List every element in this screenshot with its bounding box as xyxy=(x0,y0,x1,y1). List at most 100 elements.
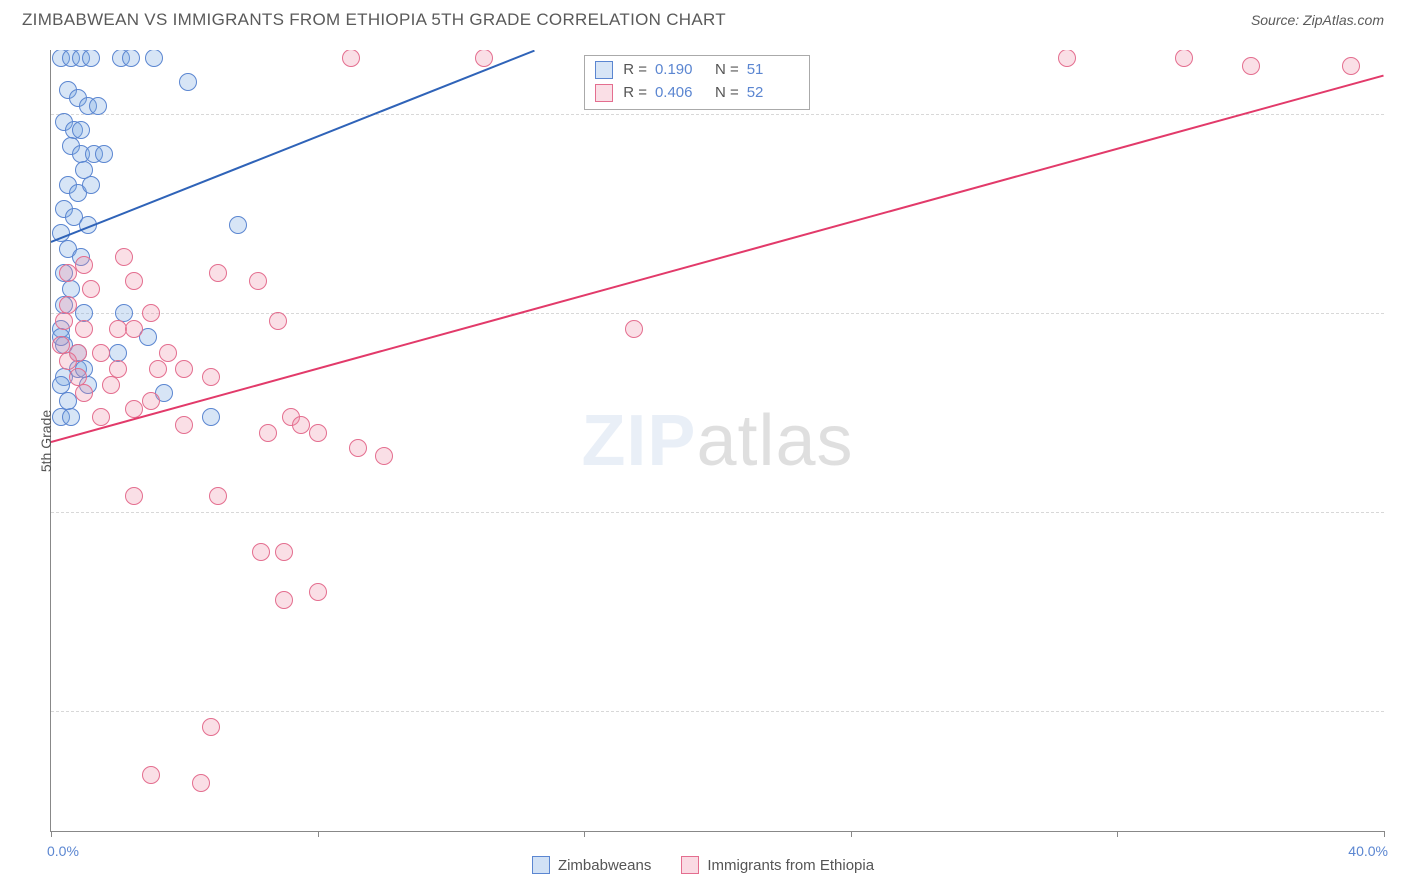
y-tick-label: 92.5% xyxy=(1394,703,1406,719)
data-point xyxy=(142,766,160,784)
data-point xyxy=(159,344,177,362)
data-point xyxy=(1058,50,1076,67)
data-point xyxy=(292,416,310,434)
data-point xyxy=(269,312,287,330)
y-tick-label: 95.0% xyxy=(1394,504,1406,520)
data-point xyxy=(229,216,247,234)
scatter-chart: 5th Grade ZIPatlas 92.5%95.0%97.5%100.0%… xyxy=(50,50,1384,832)
data-point xyxy=(1242,57,1260,75)
data-point xyxy=(62,408,80,426)
data-point xyxy=(142,304,160,322)
data-point xyxy=(275,543,293,561)
data-point xyxy=(1342,57,1360,75)
watermark: ZIPatlas xyxy=(581,400,853,482)
x-tick xyxy=(851,831,852,837)
data-point xyxy=(72,121,90,139)
data-point xyxy=(59,352,77,370)
data-point xyxy=(115,248,133,266)
stats-row: R =0.190N =51 xyxy=(595,59,797,82)
n-label: N = xyxy=(715,82,739,105)
data-point xyxy=(202,718,220,736)
data-point xyxy=(202,408,220,426)
data-point xyxy=(625,320,643,338)
r-label: R = xyxy=(623,82,647,105)
data-point xyxy=(95,145,113,163)
data-point xyxy=(125,487,143,505)
data-point xyxy=(342,50,360,67)
data-point xyxy=(209,264,227,282)
gridline xyxy=(51,114,1384,115)
data-point xyxy=(252,543,270,561)
trend-line xyxy=(51,50,535,243)
data-point xyxy=(125,400,143,418)
trend-line xyxy=(51,74,1384,443)
gridline xyxy=(51,711,1384,712)
series-swatch xyxy=(595,61,613,79)
data-point xyxy=(59,392,77,410)
data-point xyxy=(249,272,267,290)
data-point xyxy=(145,50,163,67)
data-point xyxy=(309,583,327,601)
data-point xyxy=(475,50,493,67)
data-point xyxy=(75,320,93,338)
data-point xyxy=(59,296,77,314)
data-point xyxy=(209,487,227,505)
data-point xyxy=(125,272,143,290)
data-point xyxy=(1175,50,1193,67)
series-legend: Zimbabweans Immigrants from Ethiopia xyxy=(0,856,1406,874)
data-point xyxy=(59,264,77,282)
legend-item: Zimbabweans xyxy=(532,856,651,874)
n-label: N = xyxy=(715,59,739,82)
legend-label: Zimbabweans xyxy=(558,857,651,874)
stats-row: R = 0.406 N = 52 xyxy=(595,82,797,105)
legend-swatch xyxy=(681,856,699,874)
n-value: 51 xyxy=(747,59,797,82)
data-point xyxy=(92,344,110,362)
x-tick xyxy=(1384,831,1385,837)
data-point xyxy=(82,50,100,67)
data-point xyxy=(75,384,93,402)
data-point xyxy=(125,320,143,338)
data-point xyxy=(102,376,120,394)
data-point xyxy=(92,408,110,426)
x-tick xyxy=(584,831,585,837)
data-point xyxy=(75,256,93,274)
r-value: 0.406 xyxy=(655,82,705,105)
x-tick xyxy=(318,831,319,837)
legend-label: Immigrants from Ethiopia xyxy=(707,857,874,874)
data-point xyxy=(192,774,210,792)
x-tick xyxy=(51,831,52,837)
y-tick-label: 100.0% xyxy=(1394,106,1406,122)
gridline xyxy=(51,512,1384,513)
data-point xyxy=(175,416,193,434)
y-tick-label: 97.5% xyxy=(1394,305,1406,321)
data-point xyxy=(69,368,87,386)
data-point xyxy=(142,392,160,410)
data-point xyxy=(82,176,100,194)
plot-area: ZIPatlas xyxy=(51,50,1384,831)
legend-item: Immigrants from Ethiopia xyxy=(681,856,874,874)
data-point xyxy=(122,50,140,67)
data-point xyxy=(202,368,220,386)
chart-title: ZIMBABWEAN VS IMMIGRANTS FROM ETHIOPIA 5… xyxy=(22,10,726,30)
x-tick xyxy=(1117,831,1118,837)
chart-source: Source: ZipAtlas.com xyxy=(1251,12,1384,28)
correlation-stats-box: R = 0.190 N = 51R = 0.406 N = 52 xyxy=(584,55,810,110)
data-point xyxy=(275,591,293,609)
r-value: 0.190 xyxy=(655,59,705,82)
data-point xyxy=(149,360,167,378)
data-point xyxy=(375,447,393,465)
data-point xyxy=(309,424,327,442)
data-point xyxy=(109,320,127,338)
data-point xyxy=(175,360,193,378)
data-point xyxy=(179,73,197,91)
data-point xyxy=(259,424,277,442)
legend-swatch xyxy=(532,856,550,874)
series-swatch xyxy=(595,84,613,102)
gridline xyxy=(51,313,1384,314)
data-point xyxy=(82,280,100,298)
data-point xyxy=(89,97,107,115)
n-value: 52 xyxy=(747,82,797,105)
data-point xyxy=(55,312,73,330)
data-point xyxy=(349,439,367,457)
